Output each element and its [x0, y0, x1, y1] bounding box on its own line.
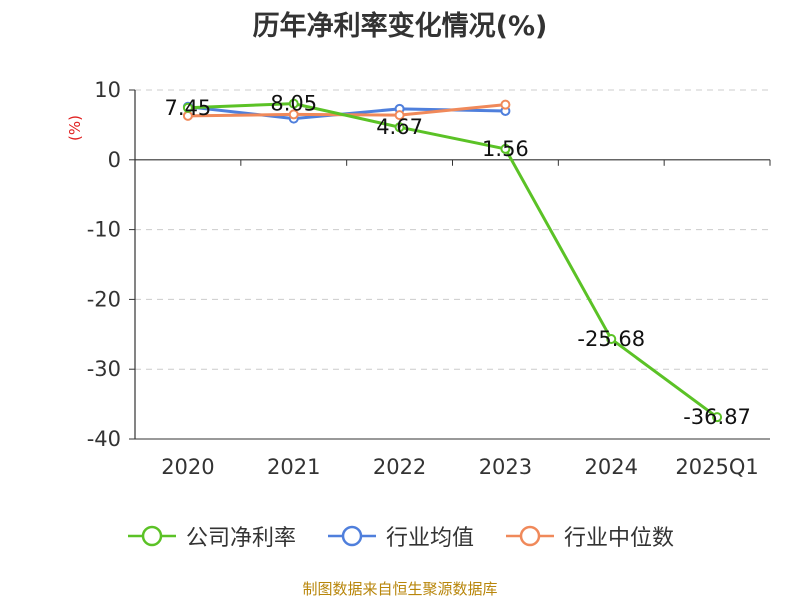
legend-line-marker-icon [506, 525, 554, 547]
legend-label: 行业均值 [385, 526, 474, 551]
legend-label: 行业中位数 [564, 526, 675, 551]
source-note: 制图数据来自恒生聚源数据库 [302, 580, 498, 598]
x-tick-label: 2021 [267, 455, 320, 479]
x-tick-label: 2023 [479, 455, 532, 479]
line-chart: 10 0 -10 -20 -30 -40 2020 2021 2022 2023 2024 2025Q… [66, 78, 771, 479]
series-point-0 [288, 98, 299, 109]
data-label: 8.05 [270, 92, 317, 116]
series-point-2 [500, 99, 511, 110]
data-label: -36.87 [683, 405, 751, 429]
legend-item[interactable]: 公司净利率 [126, 520, 296, 552]
legend-label: 公司净利率 [185, 526, 296, 551]
x-tick-label: 2022 [373, 455, 426, 479]
x-tick-label: 2025Q1 [675, 455, 758, 479]
series-point-0 [394, 122, 405, 133]
legend-line-marker-icon [327, 525, 376, 547]
y-tick-label: 10 [94, 78, 121, 102]
series-point-2 [394, 110, 405, 121]
y-tick-label: 0 [108, 148, 121, 172]
data-label: 1.56 [482, 137, 529, 161]
series-point-2 [288, 109, 299, 120]
legend-item[interactable]: 行业均值 [326, 520, 474, 552]
series-layer [182, 98, 723, 423]
y-axis-unit: (%) [66, 115, 84, 141]
x-tick-label: 2020 [161, 455, 214, 479]
data-label: 4.67 [376, 115, 423, 139]
data-label: -25.68 [577, 327, 645, 351]
y-tick-label: -10 [87, 218, 121, 242]
y-tick-label: -30 [87, 357, 121, 381]
series-point-0 [500, 143, 511, 154]
y-tick-label: -20 [87, 287, 121, 311]
data-label: 7.45 [165, 96, 212, 120]
y-tick-label: -40 [87, 427, 121, 451]
legend-line-marker-icon [127, 525, 176, 547]
series-line-0 [187, 102, 718, 419]
legend-item[interactable]: 行业中位数 [504, 520, 674, 552]
axis-layer: 10 0 -10 -20 -30 -40 2020 2021 2022 2023 2024 2025Q… [87, 78, 771, 479]
x-tick-label: 2024 [585, 455, 638, 479]
chart-title: 历年净利率变化情况(%) [252, 11, 548, 42]
series-point-0 [606, 334, 617, 345]
legend: 公司净利率 行业均值 行业中位数 [0, 520, 800, 552]
label-layer: 7.45 8.05 4.67 1.56 -25.68 -36.87 [165, 92, 751, 430]
series-point-0 [712, 412, 723, 423]
series-point-0 [182, 102, 193, 113]
